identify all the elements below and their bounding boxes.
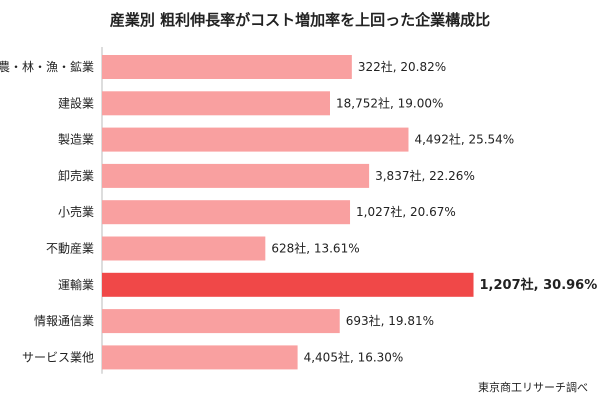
category-label: 建設業 <box>58 95 94 110</box>
bar <box>102 127 409 152</box>
data-label: 628社, 13.61% <box>271 241 359 256</box>
data-label: 4,405社, 16.30% <box>304 349 404 364</box>
bar <box>102 236 266 261</box>
data-label: 322社, 20.82% <box>358 59 446 74</box>
bar-highlighted <box>102 272 474 297</box>
category-label: 卸売業 <box>58 168 94 183</box>
category-label: サービス業他 <box>22 350 94 364</box>
category-label: 製造業 <box>58 133 94 147</box>
bar <box>102 309 340 334</box>
data-label: 3,837社, 22.26% <box>375 168 475 183</box>
data-label: 1,027社, 20.67% <box>356 204 456 219</box>
bar <box>102 200 351 225</box>
data-label: 18,752社, 19.00% <box>336 95 443 110</box>
data-label: 4,492社, 25.54% <box>414 132 514 147</box>
category-label: 運輸業 <box>58 277 94 292</box>
data-label: 1,207社, 30.96% <box>480 277 598 293</box>
category-label: 農・林・漁・鉱業 <box>0 59 94 74</box>
data-label: 693社, 19.81% <box>346 313 434 328</box>
chart-title: 産業別 粗利伸長率がコスト増加率を上回った企業構成比 <box>109 11 491 29</box>
bar <box>102 55 352 79</box>
category-label: 不動産業 <box>46 241 94 256</box>
source-note: 東京商工リサーチ調べ <box>478 381 588 394</box>
bar <box>102 345 298 370</box>
bar <box>102 163 370 188</box>
category-label: 情報通信業 <box>34 314 94 328</box>
category-label: 小売業 <box>58 204 94 219</box>
bar <box>102 91 330 116</box>
